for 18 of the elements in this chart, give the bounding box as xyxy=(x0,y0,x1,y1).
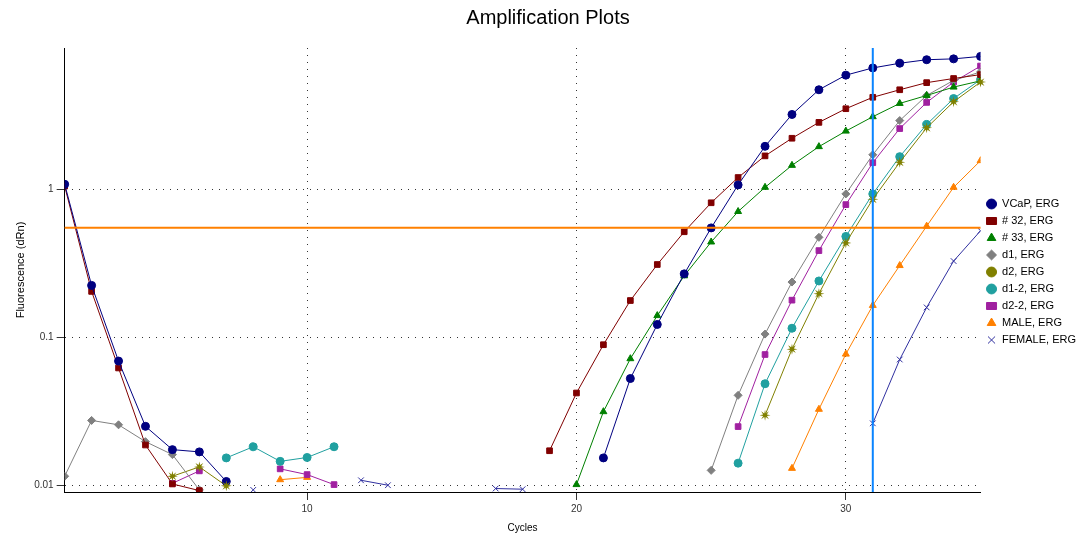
legend-label: MALE, ERG xyxy=(1002,316,1062,329)
legend-label: d2, ERG xyxy=(1002,265,1045,278)
legend-label: # 32, ERG xyxy=(1002,214,1054,227)
legend-label: FEMALE, ERG xyxy=(1002,333,1077,346)
legend-label: # 33, ERG xyxy=(1002,231,1054,244)
legend-label: d1-2, ERG xyxy=(1002,282,1055,295)
chart-title: Amplification Plots xyxy=(466,5,630,28)
x-tick-label: 10 xyxy=(301,502,314,514)
y-axis-title: Fluorescence (dRn) xyxy=(13,221,26,319)
y-tick-label: 1 xyxy=(48,182,55,194)
legend-label: d1, ERG xyxy=(1002,248,1045,261)
x-tick-label: 30 xyxy=(840,502,852,514)
legend-label: d2-2, ERG xyxy=(1002,299,1055,312)
x-tick-label: 20 xyxy=(570,502,583,514)
x-axis-title: Cycles xyxy=(507,521,538,533)
y-tick-label: 0.01 xyxy=(34,478,55,490)
legend-label: VCaP, ERG xyxy=(1002,197,1060,210)
y-tick-label: 0.1 xyxy=(39,330,55,342)
